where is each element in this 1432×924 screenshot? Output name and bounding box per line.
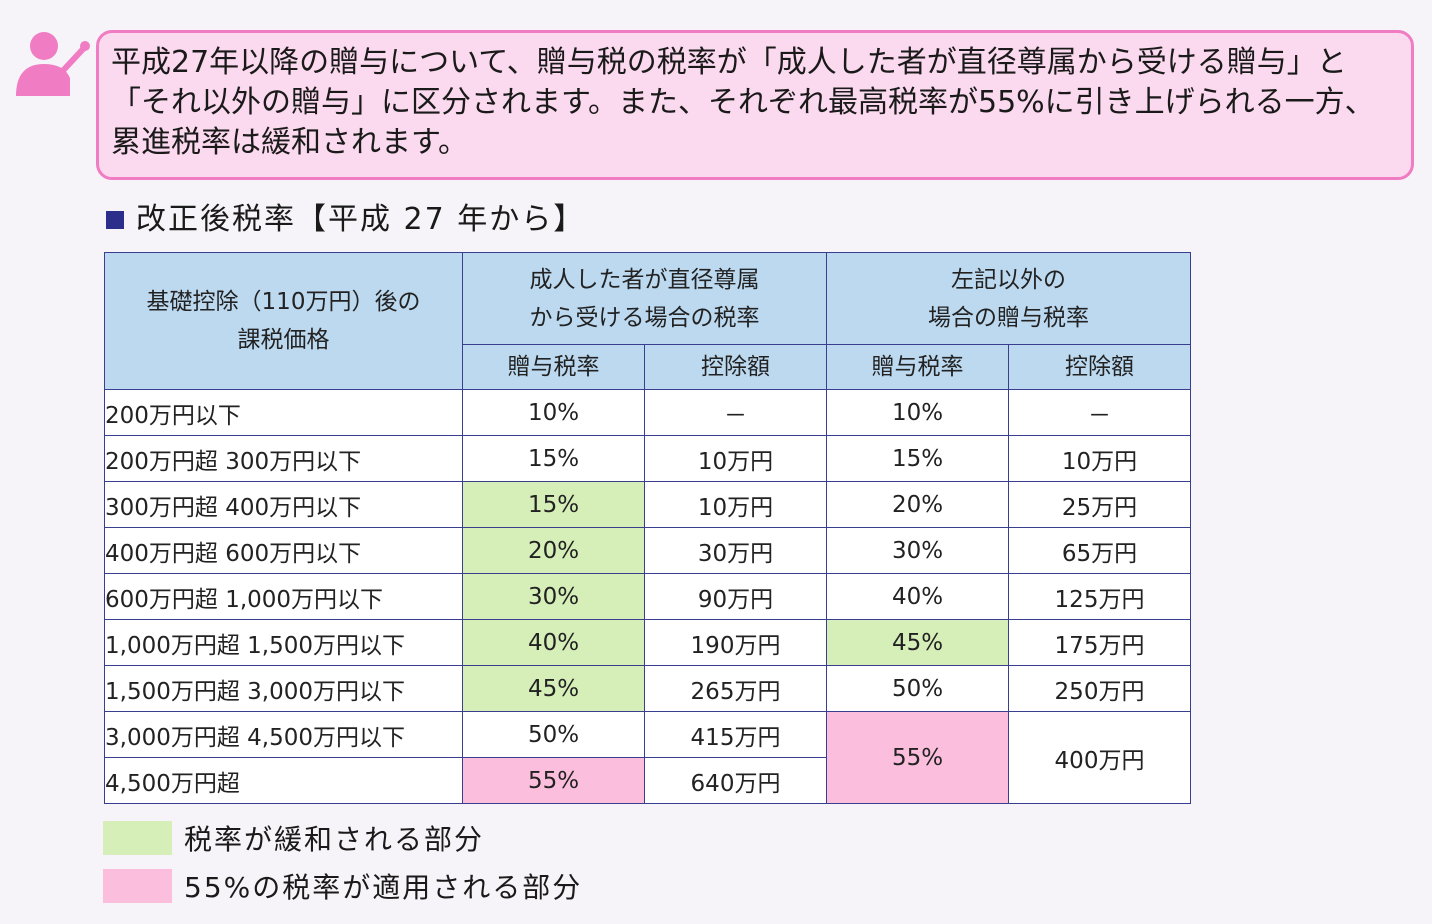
section-title: 改正後税率【平成 27 年から】 — [106, 200, 585, 240]
legend-eased: 税率が緩和される部分 — [103, 818, 484, 858]
table-row: 1,000万円超 1,500万円以下 40% 190万円 45% 175万円 — [104, 619, 1191, 666]
legend-max-rate-label: 55%の税率が適用される部分 — [184, 871, 583, 904]
table-row: 300万円超 400万円以下 15% 10万円 20% 25万円 — [104, 481, 1191, 528]
eased-rate-cell: 45% — [826, 619, 1009, 666]
header-direct-lineal: 成人した者が直径尊属 から受ける場合の税率 — [462, 252, 827, 345]
max-rate-cell: 55% — [462, 757, 645, 804]
callout-text: 平成27年以降の贈与について、贈与税の税率が「成人した者が直径尊属から受ける贈与… — [111, 45, 1375, 160]
max-rate-cell: 55% — [826, 711, 1009, 804]
speaker-icon — [16, 32, 90, 96]
header-deduction-1: 控除額 — [644, 344, 827, 390]
eased-rate-cell: 45% — [462, 665, 645, 712]
tax-rate-table: 基礎控除（110万円）後の 課税価格 成人した者が直径尊属 から受ける場合の税率… — [104, 252, 1191, 804]
header-taxable-amount: 基礎控除（110万円）後の 課税価格 — [104, 252, 463, 390]
table-row: 4,500万円超 55% 640万円 — [104, 757, 1191, 804]
table-row: 400万円超 600万円以下 20% 30万円 30% 65万円 — [104, 527, 1191, 574]
header-rate-1: 贈与税率 — [462, 344, 645, 390]
legend-swatch-green — [103, 821, 172, 855]
eased-rate-cell: 30% — [462, 573, 645, 620]
eased-rate-cell: 20% — [462, 527, 645, 574]
eased-rate-cell: 40% — [462, 619, 645, 666]
callout-bubble: 平成27年以降の贈与について、贈与税の税率が「成人した者が直径尊属から受ける贈与… — [96, 30, 1414, 180]
legend-swatch-pink — [103, 869, 172, 903]
table-row: 1,500万円超 3,000万円以下 45% 265万円 50% 250万円 — [104, 665, 1191, 712]
header-other-gifts: 左記以外の 場合の贈与税率 — [826, 252, 1191, 345]
header-deduction-2: 控除額 — [1008, 344, 1191, 390]
table-row: 600万円超 1,000万円以下 30% 90万円 40% 125万円 — [104, 573, 1191, 620]
table-row: 200万円以下 10% － 10% － — [104, 389, 1191, 436]
table-row: 3,000万円超 4,500万円以下 50% 415万円 55% 400万円 — [104, 711, 1191, 804]
table-row: 200万円超 300万円以下 15% 10万円 15% 10万円 — [104, 435, 1191, 482]
header-rate-2: 贈与税率 — [826, 344, 1009, 390]
section-title-text: 改正後税率【平成 27 年から】 — [136, 202, 586, 237]
legend-eased-label: 税率が緩和される部分 — [184, 823, 485, 856]
square-bullet-icon — [106, 211, 124, 229]
legend-max-rate: 55%の税率が適用される部分 — [103, 866, 582, 906]
eased-rate-cell: 15% — [462, 481, 645, 528]
